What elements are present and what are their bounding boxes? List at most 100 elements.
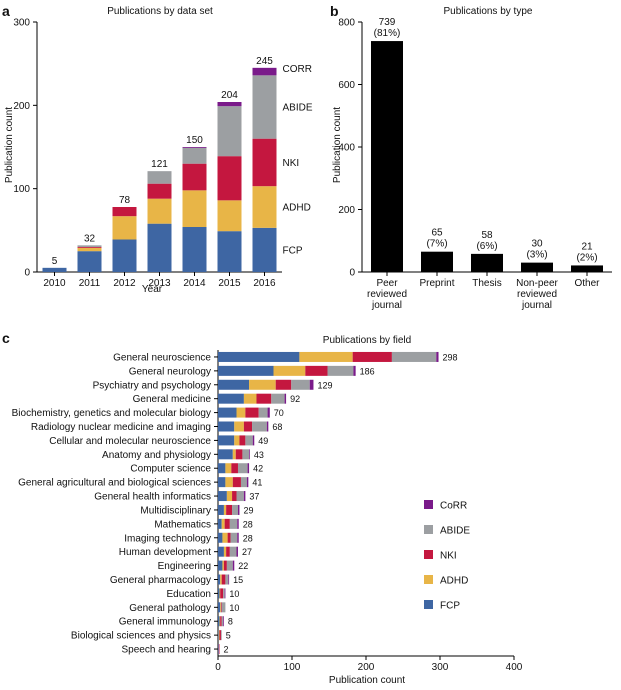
panel-a-bar-nki-2012 (112, 207, 137, 217)
panel-c-bar-nki-1 (305, 365, 328, 376)
panel-b-x-tick-label: reviewed (517, 289, 557, 300)
panel-c-bar-fcp-12 (218, 518, 222, 529)
panel-c-bar-corr-16 (228, 574, 230, 585)
panel-c-bar-corr-8 (247, 463, 250, 474)
panel-c-y-tick-label: Multidisciplinary (140, 505, 211, 516)
panel-c-y-tick-label: General health informatics (94, 492, 211, 503)
panel-c-bar-corr-10 (243, 491, 246, 502)
panel-a-total-label: 245 (256, 56, 273, 67)
panel-c-bar-adhd-16 (220, 574, 222, 585)
panel-b-y-tick-label: 800 (338, 18, 355, 29)
panel-c-total-label: 49 (258, 436, 268, 446)
panel-c-bar-abide-0 (391, 351, 437, 362)
panel-c-bar-fcp-4 (218, 407, 237, 418)
panel-a-letter: a (2, 3, 10, 19)
panel-c-total-label: 2 (223, 645, 228, 655)
panel-a-total-label: 78 (119, 195, 131, 206)
panel-c-total-label: 22 (238, 561, 248, 571)
panel-c-bar-abide-11 (232, 504, 238, 515)
panel-c-bar-adhd-7 (232, 449, 236, 460)
panel-a-series-label-adhd: ADHD (283, 203, 311, 214)
panel-b-bar-1 (421, 251, 453, 272)
panel-c-letter: c (2, 330, 10, 346)
panel-c-x-tick-label: 200 (358, 662, 375, 673)
panel-c-bar-abide-1 (327, 365, 354, 376)
panel-a-bar-fcp-2014 (182, 227, 207, 272)
panel-c-total-label: 10 (229, 603, 239, 613)
panel-a-bar-adhd-2012 (112, 216, 137, 240)
panel-c-legend-swatch-abide (424, 525, 433, 534)
panel-c-y-tick-label: Cellular and molecular neuroscience (49, 436, 211, 447)
panel-c-bar-nki-0 (352, 351, 392, 362)
panel-b-bar-3 (521, 262, 553, 272)
panel-c-y-tick-label: Computer science (130, 464, 211, 475)
panel-c-bar-nki-12 (224, 518, 230, 529)
panel-c-bar-abide-8 (237, 463, 248, 474)
panel-c-bar-nki-3 (256, 393, 272, 404)
panel-c-bar-abide-2 (291, 379, 310, 390)
panel-c-bar-corr-9 (246, 477, 249, 488)
panel-c-bar-fcp-21 (218, 644, 219, 655)
panel-c-bar-adhd-14 (223, 546, 227, 557)
panel-b-title: Publications by type (444, 6, 533, 17)
panel-c-bar-adhd-15 (222, 560, 224, 571)
panel-b-value-label: 65 (431, 228, 443, 239)
panel-c-total-label: 70 (274, 408, 284, 418)
panel-a-bar-fcp-2012 (112, 239, 137, 272)
panel-c-bar-adhd-0 (299, 351, 353, 362)
panel-c-total-label: 42 (253, 464, 263, 474)
panel-a-bar-nki-2011 (77, 247, 102, 248)
panel-b-x-tick-label: reviewed (367, 289, 407, 300)
panel-a-bar-fcp-2010 (42, 267, 67, 272)
panel-c-y-tick-label: Engineering (158, 561, 211, 572)
panel-c-bar-corr-15 (232, 560, 235, 571)
panel-c-bar-corr-5 (266, 421, 269, 432)
panel-c-bar-fcp-0 (218, 351, 300, 362)
panel-c-bar-adhd-9 (225, 477, 233, 488)
panel-c-bar-nki-10 (232, 491, 237, 502)
panel-c-bar-fcp-20 (218, 630, 219, 641)
panel-c-legend-label-corr: CoRR (440, 501, 467, 512)
panel-c-bar-abide-12 (229, 518, 238, 529)
panel-a-y-tick-label: 200 (13, 101, 30, 112)
panel-c-bar-nki-4 (245, 407, 259, 418)
panel-b-y-tick-label: 0 (349, 268, 355, 279)
panel-a-bar-adhd-2015 (217, 200, 242, 232)
panel-c-legend-label-nki: NKI (440, 551, 457, 562)
panel-c-bar-abide-18 (221, 602, 226, 613)
panel-a-series-label-fcp: FCP (283, 245, 303, 256)
panel-b-percent-label: (6%) (476, 241, 497, 252)
panel-a-bar-corr-2015 (217, 102, 242, 107)
panel-a-series-label-corr: CORR (283, 64, 312, 75)
panel-c-bar-corr-1 (353, 365, 356, 376)
panel-c-bar-adhd-5 (234, 421, 244, 432)
panel-c-bar-nki-8 (231, 463, 238, 474)
panel-b-x-tick-label: Other (574, 278, 600, 289)
panel-c-bar-adhd-6 (234, 435, 240, 446)
panel-c-bar-adhd-12 (221, 518, 225, 529)
panel-c-title: Publications by field (323, 335, 411, 346)
panel-a-total-label: 32 (84, 233, 96, 244)
panel-c-bar-abide-4 (258, 407, 268, 418)
panel-c-y-tick-label: Education (167, 589, 211, 600)
panel-c-bar-nki-17 (220, 588, 224, 599)
panel-c-y-tick-label: Human development (119, 547, 211, 558)
panel-c-y-tick-label: Psychiatry and psychology (93, 380, 211, 391)
panel-a-bar-fcp-2013 (147, 223, 172, 272)
panel-c-bar-corr-4 (267, 407, 270, 418)
panel-c-legend-label-abide: ABIDE (440, 526, 470, 537)
panel-c-bar-nki-5 (243, 421, 253, 432)
panel-c-legend-swatch-nki (424, 550, 433, 559)
panel-c-bar-adhd-4 (236, 407, 246, 418)
panel-c-total-label: 28 (243, 533, 253, 543)
panel-a-bar-abide-2011 (77, 245, 102, 247)
panel-b-ylabel: Publication count (332, 107, 343, 183)
panel-c-bar-nki-19 (220, 616, 222, 627)
panel-c-bar-fcp-17 (218, 588, 220, 599)
panel-c-bar-abide-14 (229, 546, 237, 557)
panel-c-total-label: 92 (290, 394, 300, 404)
panel-a-ylabel: Publication count (4, 107, 15, 183)
panel-c-bar-fcp-9 (218, 477, 226, 488)
